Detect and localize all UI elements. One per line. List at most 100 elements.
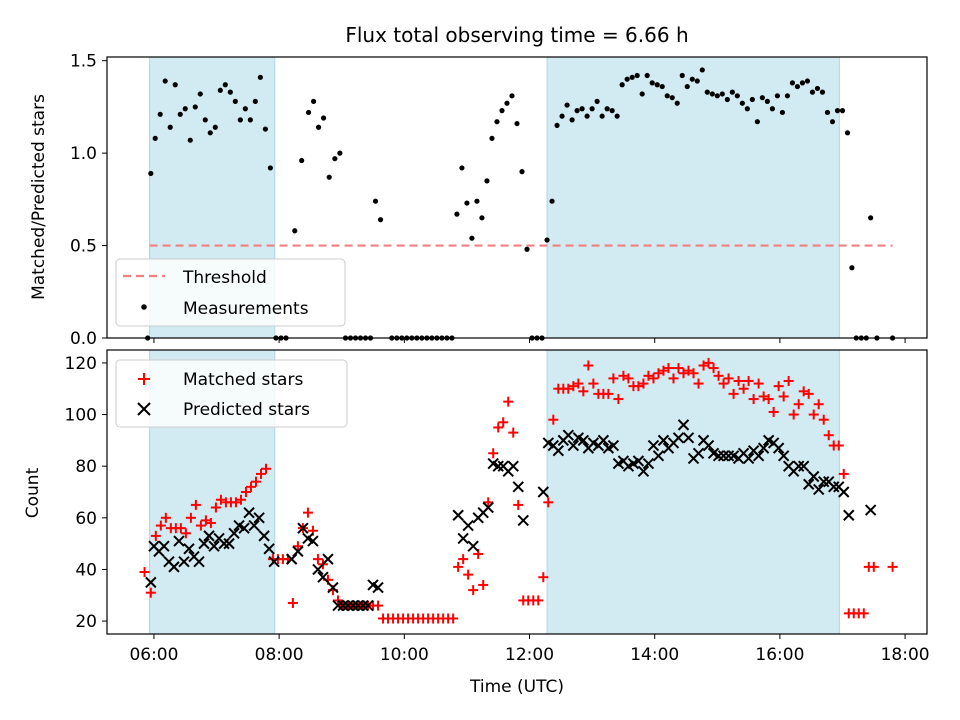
measurement-point-129	[804, 78, 811, 84]
matched-star-point-9	[185, 512, 196, 523]
bottom-x-tick-label-4: 14:00	[630, 645, 679, 665]
matched-star-point-111	[698, 360, 709, 371]
predicted-star-point-50	[482, 501, 494, 514]
measurement-point-113	[724, 96, 730, 103]
matched-star-point-114	[713, 370, 724, 381]
predicted-star-point-20	[243, 506, 255, 519]
measurement-point-4	[162, 78, 168, 84]
bottom-x-tick-label-6: 18:00	[881, 645, 930, 665]
matched-star-point-116	[723, 373, 734, 384]
predicted-star-point-111	[802, 478, 815, 490]
matched-star-point-2	[150, 530, 161, 541]
matched-star-point-68	[483, 497, 494, 508]
matched-star-point-13	[205, 517, 216, 528]
measurement-point-136	[839, 108, 846, 114]
predicted-star-point-72	[607, 439, 620, 452]
matched-star-point-34	[312, 554, 323, 565]
measurement-point-117	[744, 106, 750, 112]
top-shaded-region-2	[546, 56, 840, 339]
measurement-point-131	[814, 85, 821, 92]
matched-star-point-70	[493, 422, 504, 433]
bottom-y-tick-label-4: 100	[65, 406, 97, 426]
predicted-star-point-56	[512, 481, 524, 493]
legend-predicted-label: Predicted stars	[183, 400, 310, 420]
predicted-star-point-40	[357, 599, 369, 612]
matched-star-point-14	[210, 502, 221, 513]
measurement-point-80	[559, 113, 565, 119]
predicted-star-point-114	[818, 475, 830, 488]
predicted-star-point-32	[317, 571, 329, 583]
matched-stars-series	[139, 357, 898, 624]
predicted-star-point-6	[173, 535, 185, 547]
measurement-point-19	[237, 117, 243, 123]
measurement-point-95	[634, 72, 640, 79]
measurement-point-71	[514, 120, 520, 127]
measurement-point-109	[704, 89, 710, 95]
measurement-point-112	[719, 91, 725, 97]
matched-star-point-3	[155, 520, 166, 531]
legend-predicted-swatch	[137, 402, 151, 416]
predicted-star-point-70	[597, 434, 610, 447]
matched-star-point-72	[503, 396, 514, 407]
top-y-axis-label: Matched/Predicted stars	[29, 94, 49, 300]
bottom-y-axis-label: Count	[23, 467, 43, 518]
bottom-y-tick-label-3: 80	[75, 457, 97, 477]
measurement-point-16	[222, 82, 228, 88]
legend-matched-swatch	[138, 373, 150, 385]
bottom-x-tick-label-3: 12:00	[505, 645, 554, 665]
predicted-star-point-79	[642, 457, 655, 470]
matched-star-point-132	[803, 388, 814, 399]
measurement-point-123	[774, 93, 780, 99]
measurement-point-62	[469, 235, 475, 241]
predicted-star-point-55	[507, 460, 519, 472]
measurement-point-25	[267, 165, 273, 171]
measurement-point-73	[524, 246, 530, 252]
bottom-y-tick-label-2: 60	[75, 509, 97, 529]
predicted-star-point-85	[672, 432, 685, 444]
measurement-point-120	[759, 95, 765, 101]
predicted-star-point-26	[285, 553, 298, 565]
bottom-x-ticks: 06:00 08:00 10:00 12:00 14:00 16:00 18:00	[129, 634, 930, 665]
matched-star-point-19	[235, 494, 246, 505]
measurement-point-135	[834, 108, 841, 114]
matched-star-point-122	[753, 378, 764, 389]
matched-star-point-126	[773, 381, 784, 392]
measurement-point-66	[489, 135, 495, 141]
predicted-star-point-13	[208, 540, 220, 552]
matched-star-point-110	[693, 378, 704, 389]
measurement-point-101	[664, 93, 670, 99]
predicted-star-point-63	[562, 429, 575, 441]
predicted-star-point-87	[682, 432, 695, 444]
measurement-point-77	[544, 237, 550, 243]
predicted-star-point-58	[537, 486, 549, 498]
matched-star-point-94	[613, 394, 624, 405]
predicted-star-point-36	[337, 599, 349, 612]
top-y-tick-label-1: 0.5	[70, 237, 97, 257]
measurement-point-118	[749, 96, 755, 103]
top-shaded-regions	[149, 56, 840, 339]
matched-star-point-79	[538, 572, 549, 583]
predicted-star-point-80	[647, 439, 660, 452]
chart-title: Flux total observing time = 6.66 h	[345, 23, 688, 47]
legend-measurements-swatch	[141, 304, 147, 310]
top-x-ticks	[153, 338, 906, 343]
measurement-point-82	[569, 117, 575, 123]
measurement-point-63	[474, 198, 480, 204]
predicted-star-point-89	[692, 447, 705, 459]
matched-star-point-81	[548, 414, 559, 425]
measurement-point-14	[212, 124, 218, 130]
top-legend: Threshold Measurements	[115, 258, 346, 327]
matched-star-point-139	[838, 468, 849, 479]
matched-star-point-69	[488, 448, 499, 459]
measurement-point-87	[594, 98, 600, 104]
matched-star-point-84	[563, 383, 574, 394]
measurement-point-79	[554, 122, 560, 129]
matched-star-point-62	[453, 561, 464, 572]
bottom-legend-box	[115, 359, 348, 428]
measurement-point-90	[609, 108, 615, 114]
predicted-star-point-7	[178, 556, 190, 568]
x-axis-label: Time (UTC)	[469, 677, 564, 697]
matched-star-point-29	[287, 598, 298, 609]
matched-star-point-134	[813, 399, 824, 410]
matched-star-point-101	[648, 373, 659, 384]
